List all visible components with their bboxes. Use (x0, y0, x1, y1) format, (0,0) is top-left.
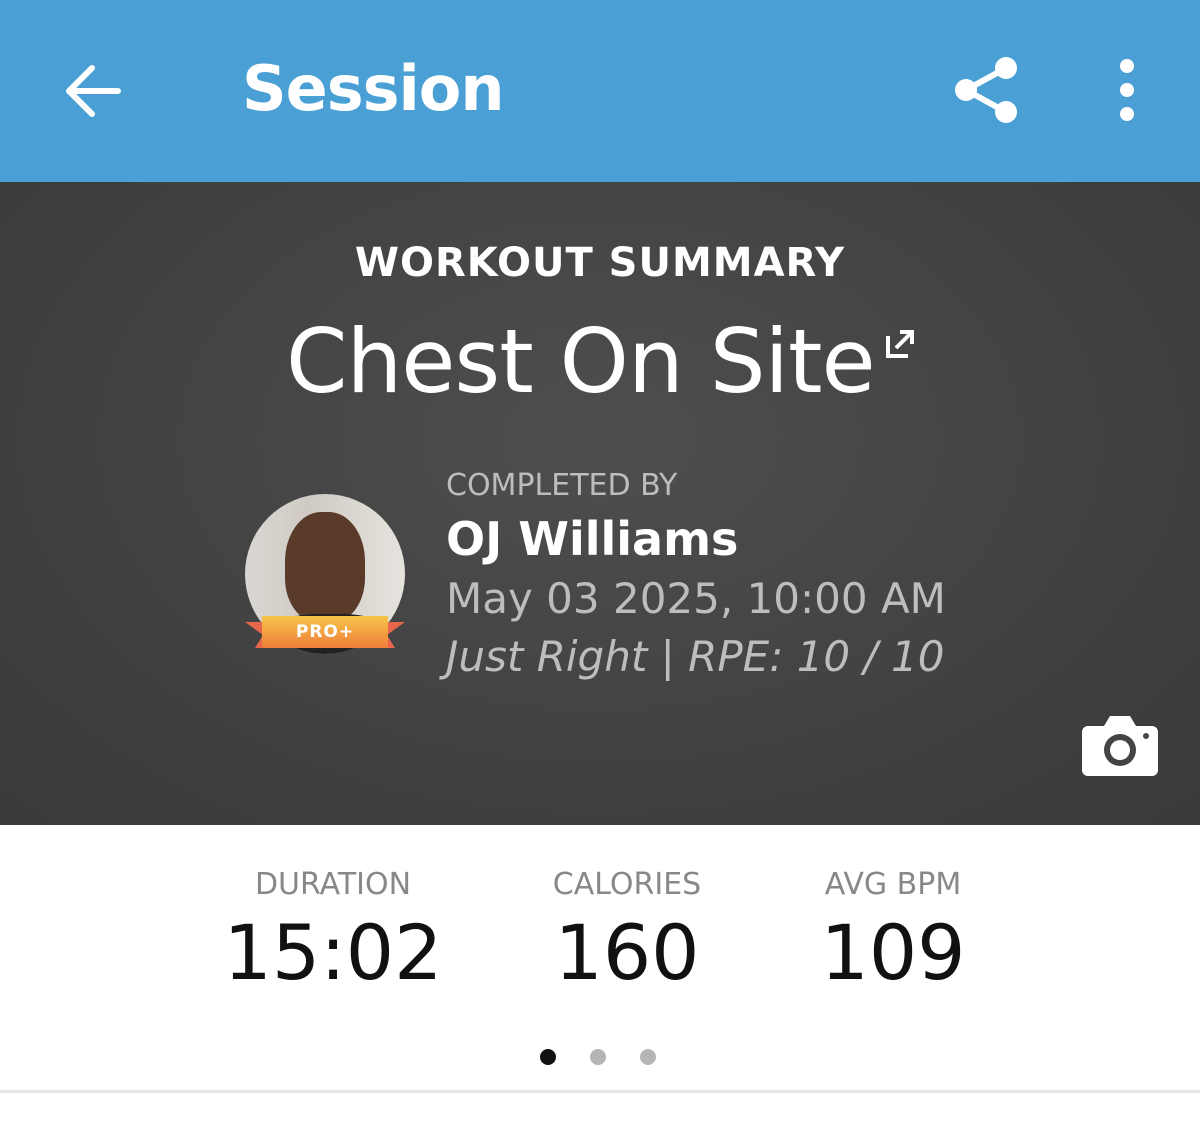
workout-name-link[interactable]: Chest On Site (286, 310, 876, 413)
page-title: Session (242, 52, 504, 125)
page-indicator (540, 1049, 656, 1065)
pro-badge: PRO+ (262, 616, 388, 648)
user-name[interactable]: OJ Williams (446, 512, 739, 566)
share-icon[interactable] (952, 54, 1022, 126)
external-link-icon[interactable] (884, 328, 916, 360)
page-dot-1[interactable] (540, 1049, 556, 1065)
effort-rating: Just Right | RPE: 10 / 10 (446, 632, 945, 681)
workout-summary-card: WORKOUT SUMMARY Chest On Site PRO+ COMPL… (0, 182, 1200, 825)
stat-duration: DURATION 15:02 (183, 867, 483, 997)
ribbon-icon (245, 622, 405, 648)
stat-value: 15:02 (223, 908, 443, 997)
stat-label: CALORIES (552, 867, 702, 902)
page-dot-2[interactable] (590, 1049, 606, 1065)
stats-panel: DURATION 15:02 CALORIES 160 AVG BPM 109 (0, 825, 1200, 1093)
summary-label: WORKOUT SUMMARY (354, 240, 846, 286)
stat-avg-bpm: AVG BPM 109 (743, 867, 1043, 997)
page-dot-3[interactable] (640, 1049, 656, 1065)
camera-icon[interactable] (1080, 712, 1160, 778)
completed-by-label: COMPLETED BY (446, 468, 678, 503)
stat-value: 109 (820, 908, 966, 997)
stat-calories: CALORIES 160 (477, 867, 777, 997)
stat-label: AVG BPM (824, 867, 962, 902)
arrow-left-icon[interactable] (60, 58, 126, 124)
stat-value: 160 (554, 908, 700, 997)
more-vertical-icon[interactable] (1110, 58, 1144, 122)
stat-label: DURATION (254, 867, 412, 902)
session-date: May 03 2025, 10:00 AM (446, 574, 946, 623)
app-bar: Session (0, 0, 1200, 182)
